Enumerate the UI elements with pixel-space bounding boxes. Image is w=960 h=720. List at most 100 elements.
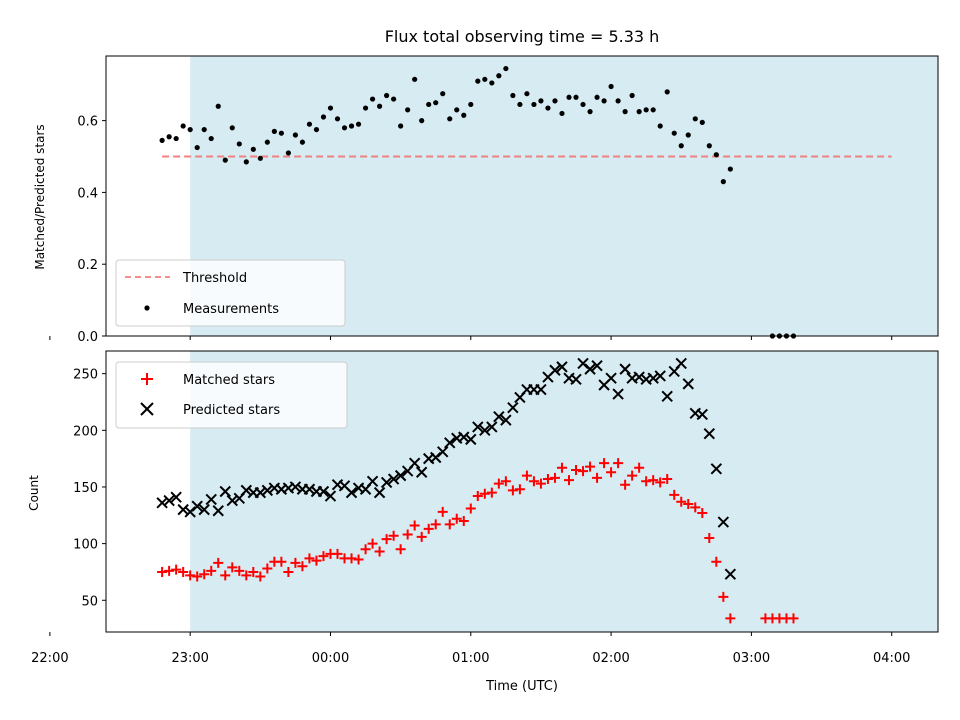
matched-stars-point xyxy=(788,613,799,624)
measurement-point xyxy=(482,76,488,82)
measurement-point xyxy=(215,103,221,109)
predicted-stars-point xyxy=(654,370,666,382)
y-tick-label: 50 xyxy=(81,594,98,609)
legend-threshold-label: Threshold xyxy=(182,271,247,286)
matched-stars-point xyxy=(606,467,617,478)
measurement-point xyxy=(412,76,418,82)
measurement-point xyxy=(299,139,306,145)
matched-stars-point xyxy=(199,569,210,580)
matched-stars-point xyxy=(704,532,715,543)
predicted-stars-point xyxy=(226,494,238,507)
matched-stars-point xyxy=(192,571,203,582)
matched-stars-point xyxy=(332,548,343,559)
predicted-stars-point xyxy=(261,484,274,497)
measurement-point xyxy=(664,89,670,95)
matched-stars-point xyxy=(486,487,497,498)
predicted-stars-point xyxy=(696,408,708,421)
predicted-stars-point xyxy=(710,463,723,475)
matched-stars-point xyxy=(634,462,645,473)
matched-stars-point xyxy=(409,520,420,531)
matched-stars-point xyxy=(458,515,469,526)
chart-title: Flux total observing time = 5.33 h xyxy=(385,27,660,46)
measurement-point xyxy=(692,116,698,122)
measurement-point xyxy=(362,105,369,111)
matched-stars-point xyxy=(493,478,504,489)
measurement-point xyxy=(503,65,509,72)
matched-stars-point xyxy=(451,513,462,524)
count-legend: Matched stars Predicted stars xyxy=(115,361,348,429)
matched-stars-point xyxy=(641,476,652,487)
plot-frame xyxy=(105,55,939,337)
matched-stars-point xyxy=(549,472,560,483)
measurement-point xyxy=(278,130,284,136)
predicted-stars-point xyxy=(633,371,645,383)
predicted-stars-point xyxy=(661,390,673,403)
measurement-point xyxy=(369,96,376,102)
predicted-stars-point xyxy=(500,414,512,426)
matched-stars-point xyxy=(472,491,483,502)
matched-stars-point xyxy=(178,566,189,577)
ratio-panel: 0.0 0.2 0.4 0.6 Matched/Predicted stars Thr… xyxy=(33,55,939,345)
measurement-point xyxy=(650,107,656,113)
predicted-stars-point xyxy=(373,486,386,499)
measurement-point xyxy=(657,123,663,129)
measurement-point xyxy=(229,125,235,131)
count-panel: 50 100 150 200 250 22:00 23:00 00:00 01:00 02:00 0… xyxy=(27,350,939,694)
matched-stars-point xyxy=(388,530,399,541)
measurement-point xyxy=(348,123,355,129)
predicted-stars-point xyxy=(437,446,449,458)
matched-stars-point xyxy=(683,498,694,509)
matched-stars-point xyxy=(578,466,589,477)
matched-stars-point xyxy=(613,458,624,469)
measurement-point xyxy=(524,91,530,97)
measurement-point xyxy=(552,98,558,104)
count-xlabel: Time (UTC) xyxy=(485,679,558,694)
matched-stars-point xyxy=(283,566,294,577)
legend-measurements-marker xyxy=(144,305,150,311)
matched-stars-point xyxy=(655,477,666,488)
measurement-point xyxy=(271,128,277,134)
measurement-point xyxy=(601,98,607,104)
measurement-point xyxy=(257,155,263,161)
predicted-stars-point xyxy=(724,568,737,580)
measurement-point xyxy=(615,98,621,104)
matched-stars-point xyxy=(564,475,575,486)
measurement-point xyxy=(510,92,516,99)
predicted-stars-point xyxy=(219,485,231,498)
measurement-point xyxy=(517,101,523,108)
measurement-point xyxy=(636,109,642,115)
matched-stars-point xyxy=(627,470,638,481)
matched-stars-point xyxy=(381,534,392,545)
predicted-stars-point xyxy=(345,486,358,499)
predicted-stars-point xyxy=(556,361,568,373)
matched-stars-point xyxy=(248,566,259,577)
matched-stars-point xyxy=(206,565,217,576)
matched-stars-point xyxy=(437,506,448,517)
measurement-point xyxy=(250,146,256,152)
count-series xyxy=(156,357,799,624)
predicted-stars-point xyxy=(682,378,694,390)
matched-stars-point xyxy=(669,489,680,500)
y-tick-label: 0.0 xyxy=(77,330,98,345)
measurement-point xyxy=(180,123,186,129)
matched-stars-point xyxy=(367,538,378,549)
matched-stars-point xyxy=(507,485,518,496)
predicted-stars-point xyxy=(465,433,477,446)
predicted-stars-point xyxy=(486,421,498,433)
predicted-stars-point xyxy=(619,363,631,375)
measurement-point xyxy=(629,92,635,99)
predicted-stars-point xyxy=(289,481,302,493)
measurement-point xyxy=(201,126,207,133)
ratio-legend-box xyxy=(115,259,346,327)
measurement-point xyxy=(292,132,299,138)
measurement-point xyxy=(159,137,165,143)
predicted-stars-point xyxy=(479,424,491,437)
matched-stars-point xyxy=(599,458,610,469)
measurement-point xyxy=(496,73,502,79)
measurement-point xyxy=(566,94,572,100)
matched-stars-point xyxy=(662,474,673,485)
matched-stars-point xyxy=(241,570,252,581)
matched-stars-point xyxy=(718,591,729,602)
measurement-point xyxy=(166,134,172,140)
